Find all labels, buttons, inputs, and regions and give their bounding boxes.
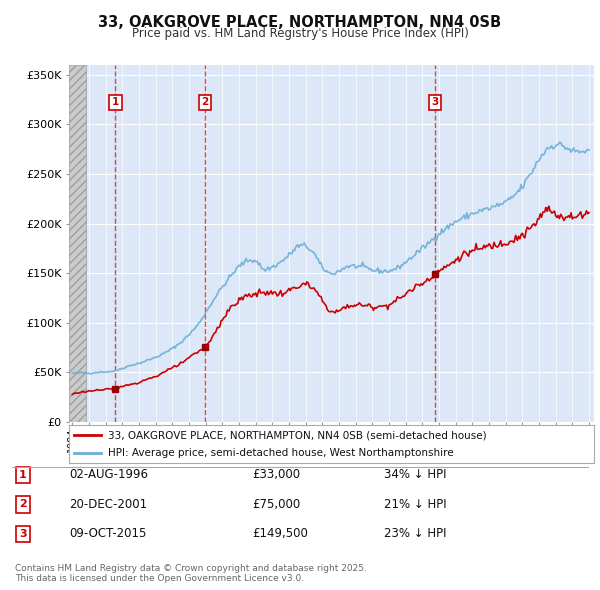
Text: 33, OAKGROVE PLACE, NORTHAMPTON, NN4 0SB: 33, OAKGROVE PLACE, NORTHAMPTON, NN4 0SB <box>98 15 502 30</box>
Text: 1: 1 <box>19 470 26 480</box>
Text: 1: 1 <box>112 97 119 107</box>
Text: £75,000: £75,000 <box>252 498 300 511</box>
Text: 23% ↓ HPI: 23% ↓ HPI <box>384 527 446 540</box>
Text: £149,500: £149,500 <box>252 527 308 540</box>
Text: HPI: Average price, semi-detached house, West Northamptonshire: HPI: Average price, semi-detached house,… <box>109 448 454 458</box>
Text: 3: 3 <box>431 97 439 107</box>
Text: 2: 2 <box>19 500 26 509</box>
Text: Price paid vs. HM Land Registry's House Price Index (HPI): Price paid vs. HM Land Registry's House … <box>131 27 469 40</box>
Text: 21% ↓ HPI: 21% ↓ HPI <box>384 498 446 511</box>
Text: 34% ↓ HPI: 34% ↓ HPI <box>384 468 446 481</box>
Bar <box>69 65 86 422</box>
Text: 20-DEC-2001: 20-DEC-2001 <box>69 498 147 511</box>
Text: £33,000: £33,000 <box>252 468 300 481</box>
Text: 33, OAKGROVE PLACE, NORTHAMPTON, NN4 0SB (semi-detached house): 33, OAKGROVE PLACE, NORTHAMPTON, NN4 0SB… <box>109 430 487 440</box>
Text: 09-OCT-2015: 09-OCT-2015 <box>69 527 146 540</box>
Text: 3: 3 <box>19 529 26 539</box>
Text: Contains HM Land Registry data © Crown copyright and database right 2025.
This d: Contains HM Land Registry data © Crown c… <box>15 563 367 583</box>
Text: 02-AUG-1996: 02-AUG-1996 <box>69 468 148 481</box>
Text: 2: 2 <box>202 97 209 107</box>
